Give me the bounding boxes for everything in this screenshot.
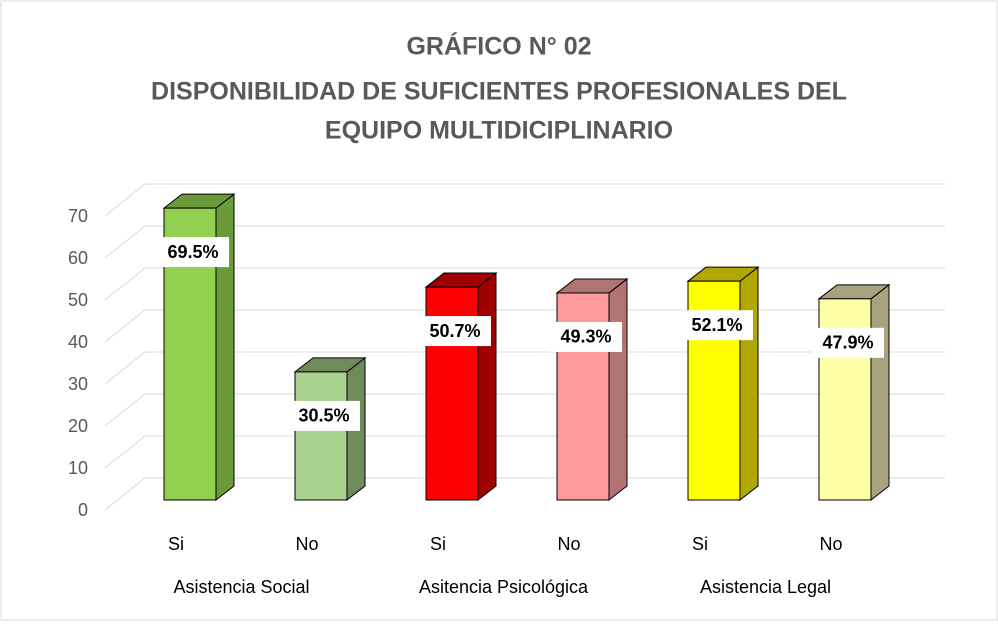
data-label: 49.3% — [560, 327, 611, 347]
grid-line — [104, 393, 146, 427]
grid-line — [104, 435, 146, 469]
group-label: Asitencia Psicológica — [419, 577, 589, 597]
y-tick-label: 70 — [68, 206, 88, 226]
bar-side — [739, 266, 759, 502]
y-tick-label: 10 — [68, 458, 88, 478]
y-tick-label: 40 — [68, 332, 88, 352]
y-tick-label: 0 — [78, 500, 88, 520]
y-tick-label: 60 — [68, 248, 88, 268]
data-label: 69.5% — [167, 242, 218, 262]
bar-side — [870, 283, 890, 502]
data-label-box — [419, 316, 491, 347]
bar — [294, 371, 348, 501]
data-label-box — [157, 237, 229, 268]
group-label: Asistencia Social — [173, 577, 309, 597]
grid-line — [104, 309, 146, 343]
x-tick-label: Si — [692, 534, 708, 554]
data-label-box — [550, 321, 622, 352]
y-tick-label: 20 — [68, 416, 88, 436]
y-tick-label: 50 — [68, 290, 88, 310]
bar-side — [608, 277, 628, 502]
data-label-box — [812, 327, 884, 358]
data-label: 52.1% — [691, 315, 742, 335]
group-label: Asistencia Legal — [700, 577, 831, 597]
data-label-box — [288, 400, 360, 431]
data-label: 47.9% — [822, 333, 873, 353]
data-label: 30.5% — [298, 406, 349, 426]
chart-title: GRÁFICO N° 02 — [406, 32, 591, 61]
grid-line — [104, 477, 146, 511]
x-tick-label: No — [295, 534, 318, 554]
x-tick-label: No — [819, 534, 842, 554]
grid-line — [104, 183, 146, 217]
grid-line — [104, 267, 146, 301]
data-label-box — [681, 310, 753, 341]
grid-line — [104, 351, 146, 385]
y-tick-label: 30 — [68, 374, 88, 394]
x-tick-label: Si — [168, 534, 184, 554]
bar-side — [477, 272, 497, 502]
grid-line — [104, 225, 146, 259]
x-tick-label: No — [557, 534, 580, 554]
data-label: 50.7% — [429, 321, 480, 341]
chart-title: EQUIPO MULTIDICIPLINARIO — [325, 117, 673, 145]
x-tick-label: Si — [430, 534, 446, 554]
chart-title: DISPONIBILIDAD DE SUFICIENTES PROFESIONA… — [151, 78, 847, 106]
